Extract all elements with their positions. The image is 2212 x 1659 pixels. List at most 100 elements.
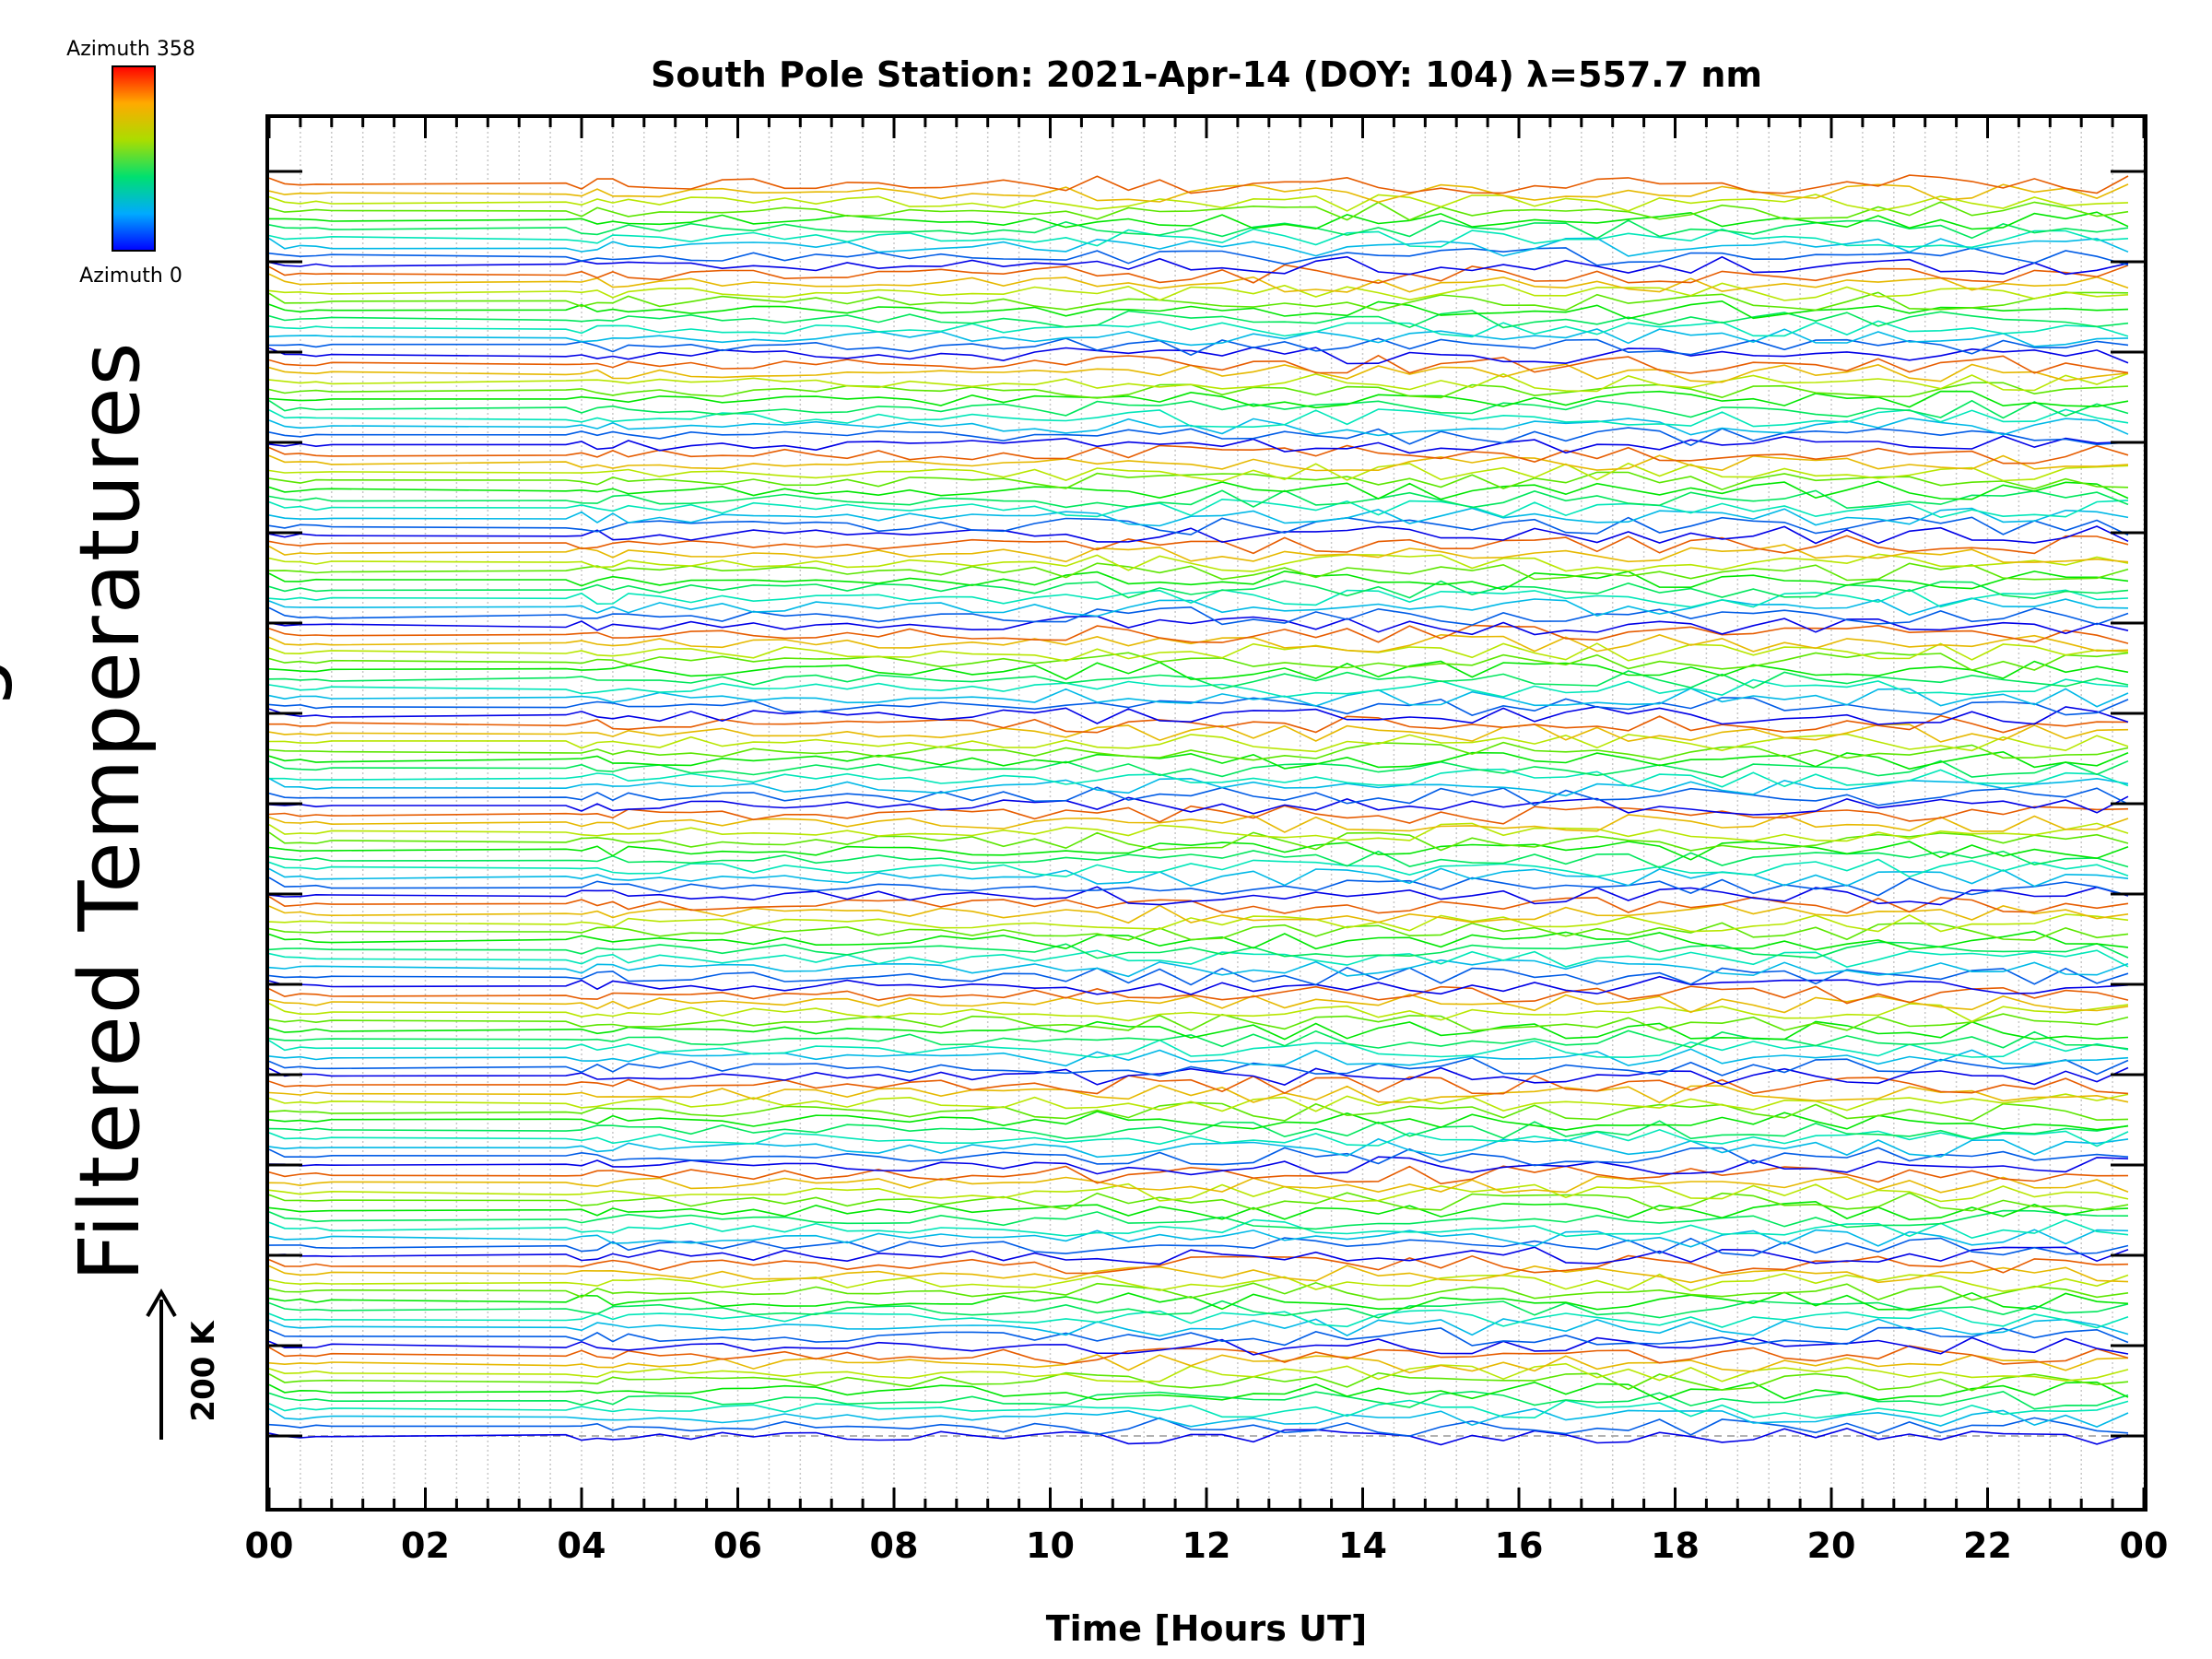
temperature-trace (269, 1427, 2129, 1446)
temperature-trace (269, 219, 2129, 240)
temperature-trace (269, 850, 2129, 869)
temperature-trace (269, 597, 2129, 618)
temperature-trace (269, 985, 2129, 1005)
temperature-trace (269, 454, 2129, 472)
temperature-trace (269, 949, 2129, 968)
x-tick-label: 12 (1182, 1525, 1231, 1566)
temperature-trace (269, 813, 2129, 833)
x-tick-label: 20 (1807, 1525, 1856, 1566)
temperature-trace (269, 346, 2129, 365)
temperature-trace (269, 427, 2129, 447)
temperature-trace (269, 1120, 2129, 1140)
temperature-trace (269, 1020, 2129, 1041)
temperature-trace (269, 1175, 2129, 1194)
temperature-traces (269, 174, 2129, 1446)
temperature-trace (269, 1246, 2129, 1265)
temperature-trace (269, 1075, 2129, 1095)
temperature-trace (269, 516, 2129, 536)
temperature-trace (269, 1407, 2129, 1428)
temperature-trace (269, 489, 2129, 510)
temperature-trace (269, 733, 2129, 753)
x-tick-label: 14 (1338, 1525, 1387, 1566)
temperature-trace (269, 1066, 2129, 1086)
temperature-trace (269, 903, 2129, 924)
temperature-trace (269, 642, 2129, 663)
temperature-trace (269, 795, 2129, 816)
temperature-trace (269, 174, 2129, 194)
temperature-trace (269, 247, 2129, 266)
temperature-trace (269, 615, 2129, 636)
temperature-trace (269, 525, 2129, 545)
temperature-trace (269, 1137, 2129, 1159)
temperature-trace (269, 1192, 2129, 1212)
temperature-trace (269, 264, 2129, 285)
temperature-trace (269, 507, 2129, 527)
temperature-trace (269, 1165, 2129, 1185)
temperature-trace (269, 1013, 2129, 1032)
x-tick-label: 16 (1495, 1525, 1544, 1566)
temperature-trace (269, 300, 2129, 320)
temperature-trace (269, 1147, 2129, 1167)
temperature-trace (269, 228, 2129, 249)
temperature-trace (269, 408, 2129, 429)
x-tick-label: 18 (1651, 1525, 1700, 1566)
temperature-trace (269, 750, 2129, 771)
temperature-trace (269, 1318, 2129, 1337)
temperature-trace (269, 867, 2129, 888)
temperature-trace (269, 237, 2129, 257)
temperature-trace (269, 201, 2129, 221)
temperature-trace (269, 777, 2129, 797)
temperature-trace (269, 1084, 2129, 1104)
temperature-trace (269, 544, 2129, 563)
temperature-trace (269, 1229, 2129, 1248)
plot-frame (265, 114, 2147, 1512)
x-axis-label: Time [Hours UT] (1046, 1608, 1368, 1649)
temperature-trace (269, 498, 2129, 519)
temperature-trace (269, 1281, 2129, 1301)
temperature-trace (269, 1381, 2129, 1401)
temperature-trace (269, 877, 2129, 897)
x-tick-label: 04 (558, 1525, 606, 1566)
temperature-trace (269, 633, 2129, 653)
temperature-trace (269, 652, 2129, 671)
temperature-trace (269, 930, 2129, 951)
temperature-trace (269, 1182, 2129, 1203)
temperature-trace (269, 1030, 2129, 1050)
temperature-trace (269, 1336, 2129, 1356)
temperature-trace (269, 462, 2129, 482)
temperature-trace (269, 1156, 2129, 1176)
temperature-trace (269, 913, 2129, 933)
temperature-trace (269, 1345, 2129, 1365)
temperature-trace (269, 588, 2129, 608)
temperature-trace (269, 1093, 2129, 1112)
temperature-trace (269, 994, 2129, 1014)
temperature-trace (269, 922, 2129, 941)
temperature-trace (269, 1390, 2129, 1410)
temperature-trace (269, 194, 2129, 212)
x-tick-label: 02 (401, 1525, 450, 1566)
temperature-trace (269, 805, 2129, 825)
temperature-trace (269, 1002, 2129, 1023)
temperature-trace (269, 670, 2129, 690)
temperature-trace (269, 975, 2129, 995)
temperature-trace (269, 363, 2129, 383)
scale-bar-arrowhead (146, 1288, 177, 1317)
temperature-trace (269, 1048, 2129, 1067)
temperature-trace (269, 724, 2129, 743)
temperature-trace (269, 705, 2129, 725)
temperature-trace (269, 606, 2129, 626)
x-tick-label: 00 (245, 1525, 294, 1566)
colorbar-bottom-label: Azimuth 0 (79, 265, 182, 288)
colorbar-top-label: Azimuth 358 (66, 38, 195, 61)
x-tick-label: 00 (2120, 1525, 2169, 1566)
temperature-trace (269, 390, 2129, 409)
temperature-trace (269, 399, 2129, 419)
temperature-trace (269, 1362, 2129, 1382)
temperature-trace (269, 886, 2129, 906)
temperature-trace (269, 211, 2129, 230)
temperature-trace (269, 966, 2129, 986)
temperature-trace (269, 553, 2129, 572)
temperature-trace (269, 1111, 2129, 1131)
scale-bar: 200 K (146, 1288, 222, 1440)
